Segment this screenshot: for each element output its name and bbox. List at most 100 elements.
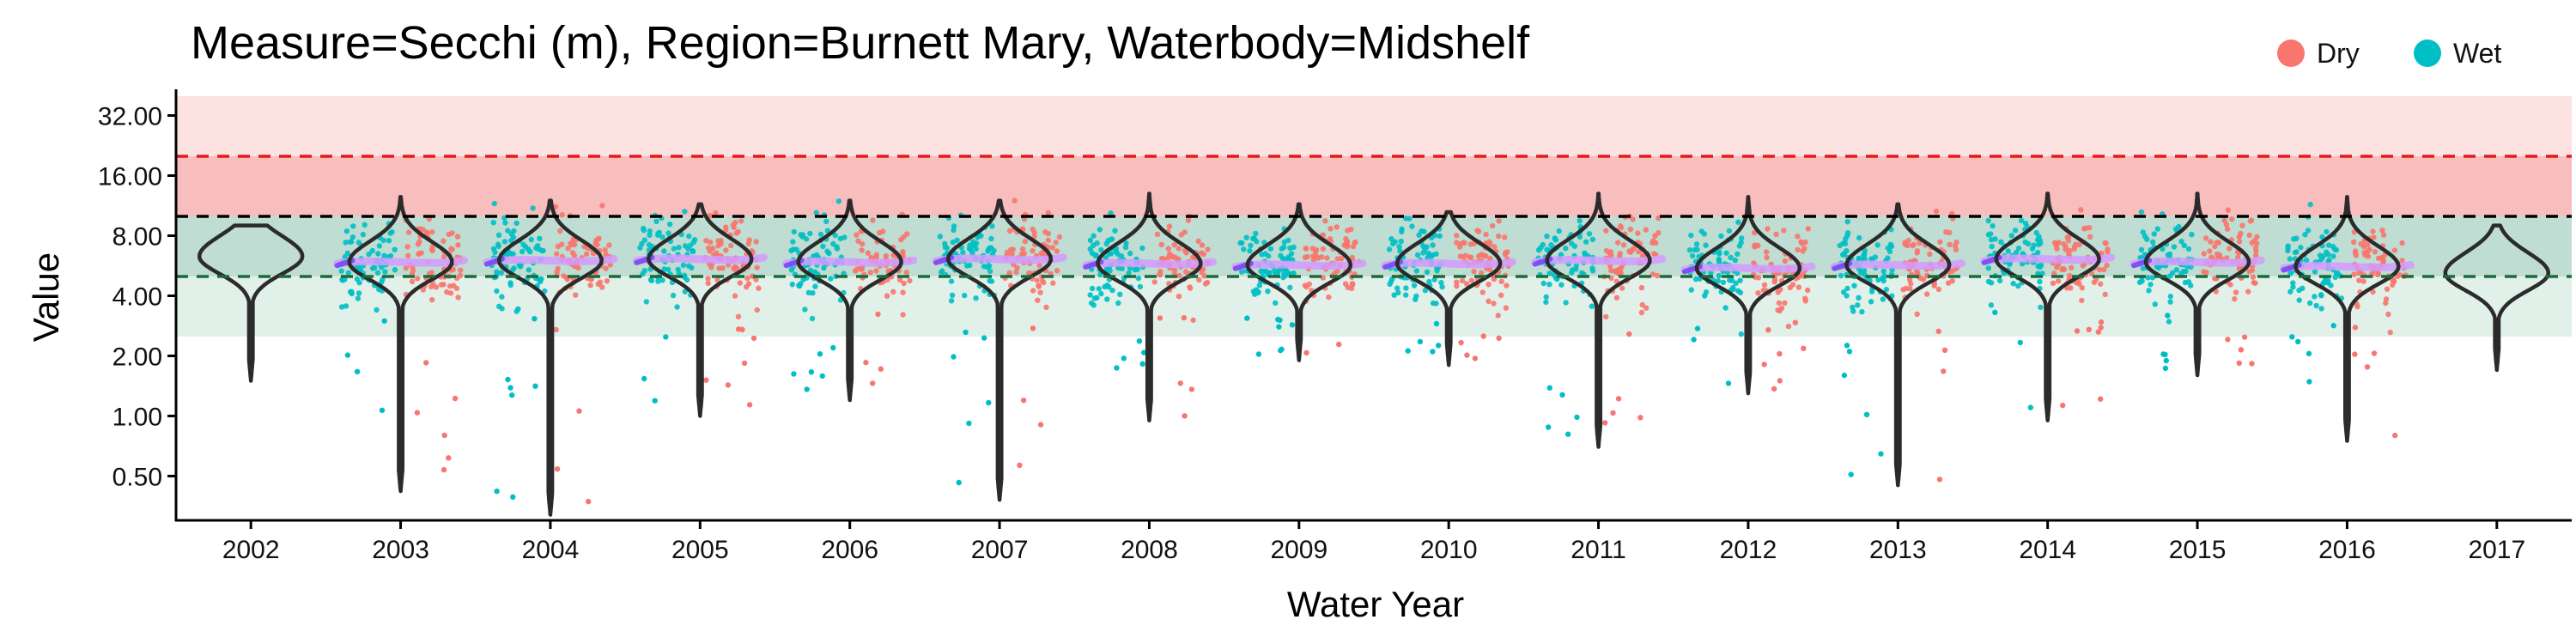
outlier-point-2013 <box>1844 343 1850 349</box>
data-point-2005 <box>734 265 740 271</box>
data-point-2003 <box>429 247 435 253</box>
data-point-2003 <box>345 270 352 276</box>
data-point-2016 <box>2305 228 2312 234</box>
data-point-2013 <box>1875 276 1881 283</box>
data-point-2008 <box>1183 269 1189 275</box>
data-point-2006 <box>867 270 873 276</box>
outlier-point-2004 <box>505 376 511 383</box>
outlier-point-2016 <box>2352 351 2358 357</box>
outlier-point-2007 <box>981 335 987 341</box>
data-point-2016 <box>2391 247 2398 253</box>
data-point-2003 <box>404 244 410 250</box>
data-point-2016 <box>2371 234 2377 240</box>
data-point-2014 <box>2036 241 2042 247</box>
data-point-2016 <box>2372 249 2379 255</box>
data-point-2016 <box>2330 244 2336 250</box>
data-point-2005 <box>732 219 738 226</box>
data-point-2008 <box>1123 240 1129 246</box>
data-point-2015 <box>2225 226 2231 232</box>
data-point-2016 <box>2365 241 2371 248</box>
outlier-point-2011 <box>1559 392 1565 398</box>
data-point-2015 <box>2178 239 2184 245</box>
data-point-2014 <box>1988 280 1995 286</box>
data-point-2016 <box>2287 289 2293 295</box>
data-point-2007 <box>1019 246 1026 252</box>
data-point-2003 <box>455 295 461 301</box>
data-point-2014 <box>2050 280 2057 286</box>
data-point-2008 <box>1102 283 1108 290</box>
data-point-2016 <box>2290 280 2296 286</box>
data-point-2004 <box>537 235 543 241</box>
data-point-2004 <box>559 241 565 247</box>
x-tick-label: 2010 <box>1420 536 1478 564</box>
data-point-2009 <box>1265 289 1271 295</box>
data-point-2015 <box>2173 267 2180 273</box>
data-point-2008 <box>1122 244 1129 251</box>
data-point-2016 <box>2324 249 2330 255</box>
data-point-2009 <box>1254 239 1260 245</box>
outlier-point-2013 <box>1941 347 1948 353</box>
data-point-2010 <box>1388 236 1394 242</box>
data-point-2005 <box>670 292 677 299</box>
outlier-point-2013 <box>1846 349 1853 355</box>
data-point-2010 <box>1498 278 1504 284</box>
data-point-2012 <box>1755 290 1761 296</box>
band-1 <box>176 155 2572 216</box>
outlier-point-2011 <box>1610 410 1616 416</box>
data-point-2014 <box>1990 222 1996 229</box>
outlier-point-2011 <box>1574 414 1580 421</box>
data-point-2003 <box>389 229 395 235</box>
violin-2017 <box>2443 223 2551 373</box>
data-point-2005 <box>744 275 750 282</box>
outlier-point-2013 <box>1841 372 1848 379</box>
data-point-2010 <box>1485 282 1492 288</box>
data-point-2004 <box>554 251 560 257</box>
data-point-2007 <box>948 278 955 284</box>
data-point-2007 <box>967 242 973 248</box>
outlier-point-2003 <box>414 410 421 416</box>
violin-2010 <box>1395 210 1503 368</box>
outlier-point-2007 <box>951 354 957 360</box>
data-point-2015 <box>2238 230 2244 237</box>
data-point-2004 <box>517 264 524 270</box>
data-point-2015 <box>2167 294 2173 300</box>
violins <box>197 191 2551 517</box>
outlier-point-2007 <box>1017 462 1023 468</box>
outlier-point-2006 <box>830 344 836 351</box>
data-point-2014 <box>2010 281 2016 287</box>
data-point-2003 <box>423 229 429 235</box>
data-point-2016 <box>2330 253 2336 259</box>
data-point-2004 <box>490 220 496 226</box>
data-point-2005 <box>706 245 712 252</box>
outlier-point-2014 <box>2086 326 2092 332</box>
data-point-2010 <box>1438 280 1444 286</box>
data-point-2014 <box>2067 272 2073 279</box>
trend-line-2012 <box>1680 262 1816 274</box>
data-point-2014 <box>2087 234 2093 240</box>
data-point-2012 <box>1805 226 1811 232</box>
data-point-2013 <box>1844 293 1850 299</box>
outlier-point-2007 <box>963 329 969 336</box>
data-point-2004 <box>530 205 536 211</box>
violin-2016 <box>2293 195 2401 443</box>
outlier-point-2008 <box>1121 355 1127 361</box>
outlier-point-2004 <box>532 383 538 389</box>
data-point-2016 <box>2384 286 2391 292</box>
outlier-point-2009 <box>1255 351 1262 357</box>
data-point-2010 <box>1434 268 1440 274</box>
data-point-2005 <box>703 238 709 244</box>
data-point-2011 <box>1577 218 1583 224</box>
data-point-2003 <box>444 289 450 295</box>
data-point-2005 <box>744 284 750 290</box>
data-point-2008 <box>1200 251 1207 258</box>
data-point-2007 <box>1050 280 1056 286</box>
data-point-2010 <box>1431 276 1437 283</box>
outlier-point-2015 <box>2238 347 2245 353</box>
data-point-2006 <box>901 280 907 287</box>
data-point-2014 <box>2098 281 2104 287</box>
data-point-2014 <box>1988 231 1994 237</box>
data-point-2005 <box>756 285 762 291</box>
data-point-2003 <box>392 246 398 252</box>
data-point-2012 <box>1802 239 1808 246</box>
data-point-2005 <box>732 293 738 299</box>
